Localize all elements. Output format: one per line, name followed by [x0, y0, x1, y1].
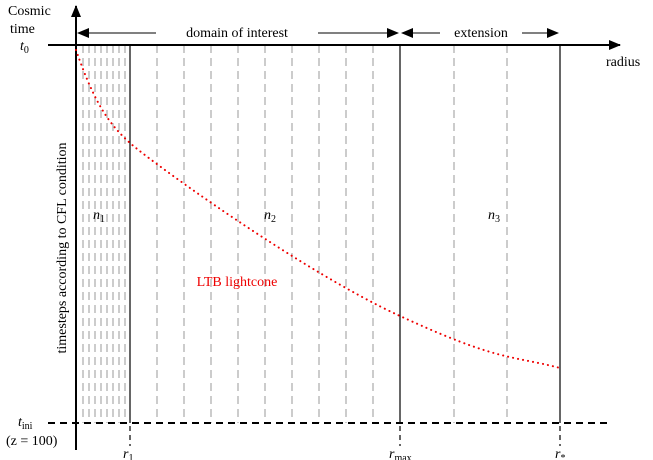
region-base: n	[93, 208, 100, 223]
region-label: n2	[264, 208, 276, 225]
z-note: (z = 100)	[6, 434, 58, 449]
x-label: radius	[606, 55, 640, 70]
radius-sub: *	[560, 453, 565, 460]
radius-base: r	[123, 447, 129, 460]
region-base: n	[488, 208, 495, 223]
timesteps-label: timesteps according to CFL condition	[55, 142, 70, 353]
t0-base: t	[20, 39, 25, 54]
region-label: n3	[488, 208, 500, 225]
y-label-line: Cosmic	[8, 4, 51, 19]
region-label: n1	[93, 208, 105, 225]
timestep-lines	[82, 45, 508, 423]
radius-sub: 1	[128, 453, 133, 460]
t0-label: t0	[20, 39, 29, 56]
radius-label: rmax	[389, 447, 412, 460]
region-sub: 3	[495, 214, 500, 225]
region-sub: 1	[100, 214, 105, 225]
tini-sub: ini	[22, 421, 33, 432]
radius-sub: max	[394, 453, 411, 460]
lightcone	[75, 49, 561, 369]
region-base: n	[264, 208, 271, 223]
y-label-line: time	[10, 22, 35, 37]
region-sub: 2	[271, 214, 276, 225]
radius-base: r	[389, 447, 395, 460]
boundaries	[129, 45, 561, 423]
radius-label: r1	[123, 447, 133, 460]
tini-base: t	[18, 415, 23, 430]
domain-label: domain of interest	[186, 26, 288, 41]
t0-sub: 0	[24, 45, 29, 56]
radius-base: r	[555, 447, 561, 460]
extension-label: extension	[454, 26, 508, 41]
radius-ticks	[129, 426, 561, 446]
lightcone-label: LTB lightcone	[197, 275, 278, 290]
tini-label: tini	[18, 415, 33, 432]
radius-label: r*	[555, 447, 565, 460]
